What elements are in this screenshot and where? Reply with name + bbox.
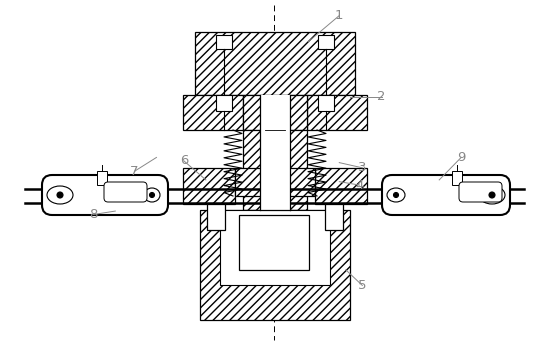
FancyBboxPatch shape (382, 175, 510, 215)
Text: 5: 5 (358, 279, 367, 292)
Bar (243, 95, 307, 130)
Bar (239, 215, 309, 270)
Ellipse shape (387, 188, 405, 202)
Bar (243, 130, 265, 210)
Ellipse shape (149, 192, 154, 198)
Bar (235, 168, 315, 196)
Bar (207, 204, 225, 230)
Bar (220, 210, 330, 285)
Bar (216, 35, 232, 49)
Ellipse shape (57, 192, 63, 198)
Bar (183, 168, 235, 204)
Ellipse shape (489, 192, 495, 198)
Text: 3: 3 (358, 161, 367, 174)
Text: 4: 4 (355, 179, 364, 192)
Ellipse shape (479, 186, 505, 204)
Bar (325, 204, 343, 230)
Ellipse shape (144, 188, 160, 202)
Bar (307, 95, 367, 130)
Bar (200, 210, 350, 320)
FancyBboxPatch shape (104, 182, 147, 202)
Bar (315, 168, 367, 204)
Text: 9: 9 (457, 151, 466, 164)
Bar (318, 95, 334, 111)
Bar (285, 130, 307, 210)
Bar (452, 171, 462, 185)
Bar (216, 95, 232, 111)
Bar (265, 130, 285, 210)
Bar (195, 32, 355, 95)
Text: 2: 2 (377, 90, 386, 103)
Text: 8: 8 (89, 208, 98, 221)
Bar (183, 95, 243, 130)
Bar (260, 95, 290, 215)
Ellipse shape (47, 186, 73, 204)
FancyBboxPatch shape (459, 182, 502, 202)
Text: 1: 1 (335, 9, 344, 22)
Ellipse shape (394, 192, 399, 198)
Text: 7: 7 (130, 165, 139, 178)
Bar (97, 171, 107, 185)
FancyBboxPatch shape (42, 175, 168, 215)
Bar (318, 35, 334, 49)
Text: 6: 6 (180, 154, 188, 167)
